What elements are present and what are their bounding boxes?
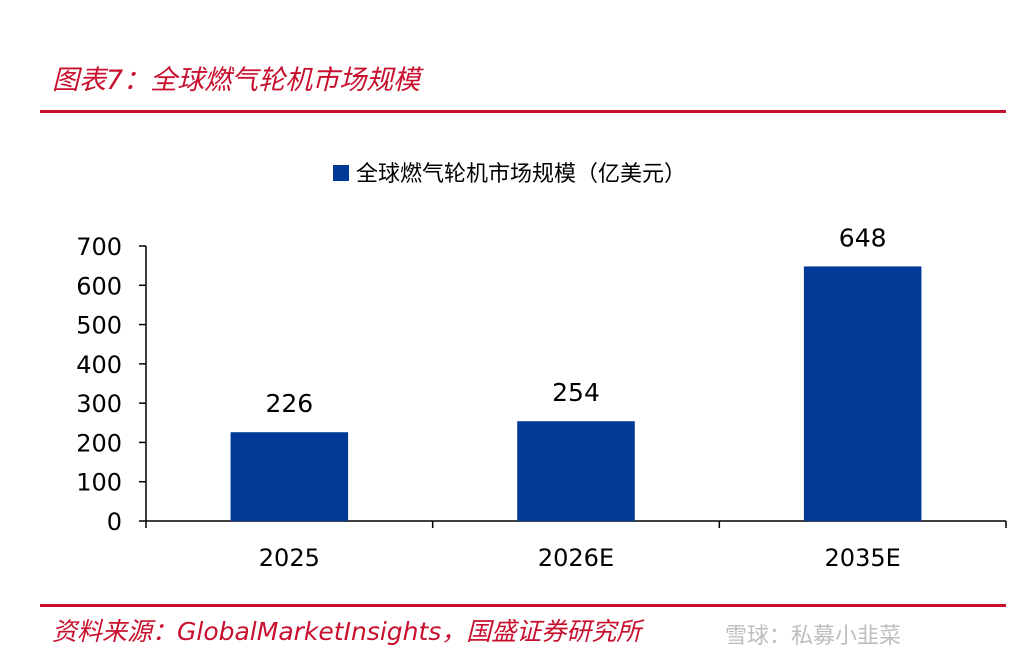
source-divider bbox=[40, 604, 1006, 607]
y-tick-label: 500 bbox=[76, 312, 122, 340]
bar bbox=[230, 432, 349, 521]
figure-title: 图表7：全球燃气轮机市场规模 bbox=[52, 65, 421, 96]
x-category-label: 2035E bbox=[825, 544, 901, 572]
bar-chart: 全球燃气轮机市场规模（亿美元） 0 100 200 300 400 500 600 700 20… bbox=[76, 162, 1007, 572]
chart-legend: 全球燃气轮机市场规模（亿美元） bbox=[333, 162, 686, 187]
legend-swatch bbox=[333, 165, 349, 181]
bar bbox=[803, 266, 922, 521]
data-label: 648 bbox=[839, 223, 887, 252]
data-label: 254 bbox=[552, 378, 600, 407]
y-tick-label: 400 bbox=[76, 351, 122, 379]
y-tick-label: 100 bbox=[76, 469, 122, 497]
title-divider bbox=[40, 110, 1006, 113]
bar bbox=[517, 421, 635, 521]
x-category-label: 2026E bbox=[538, 544, 614, 572]
y-tick-label: 200 bbox=[76, 429, 122, 457]
y-tick-label: 700 bbox=[76, 233, 122, 261]
source-note: 资料来源：GlobalMarketInsights，国盛证券研究所 bbox=[52, 617, 642, 646]
y-tick-label: 0 bbox=[107, 508, 122, 536]
x-category-label: 2025 bbox=[259, 544, 320, 572]
chart-bars: 226 254 648 bbox=[230, 223, 922, 521]
y-tick-label: 600 bbox=[76, 272, 122, 300]
watermark: 雪球：私募小韭菜 bbox=[725, 624, 902, 649]
legend-label: 全球燃气轮机市场规模（亿美元） bbox=[356, 162, 686, 187]
data-label: 226 bbox=[265, 389, 313, 418]
y-tick-label: 300 bbox=[76, 390, 122, 418]
